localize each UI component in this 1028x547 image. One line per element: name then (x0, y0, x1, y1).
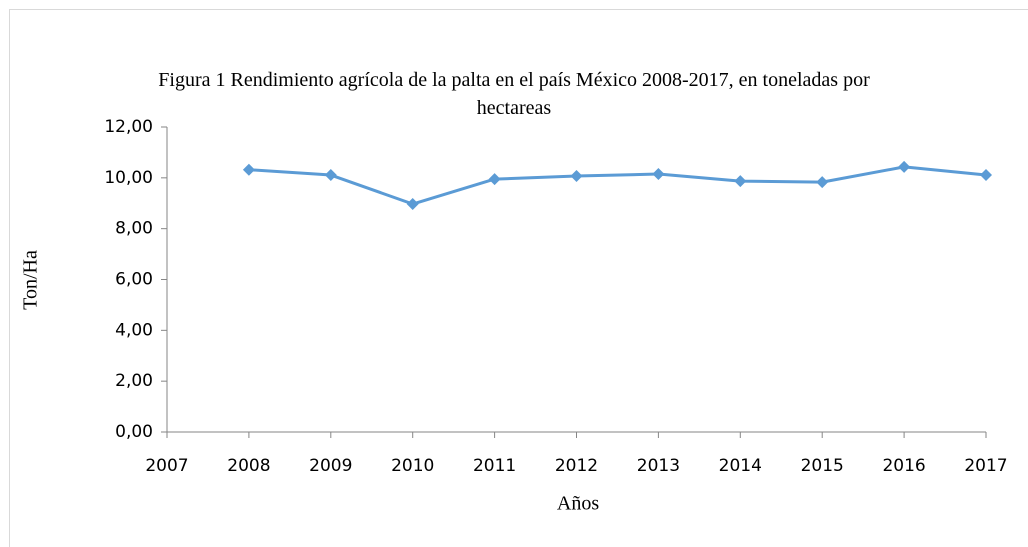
x-tick-label: 2015 (801, 456, 844, 476)
marker (734, 175, 747, 188)
y-tick-label: 10,00 (104, 168, 153, 188)
marker (816, 176, 829, 189)
x-tick-label: 2016 (882, 456, 925, 476)
y-tick-label: 12,00 (104, 117, 153, 137)
marker (242, 163, 255, 176)
y-tick-label: 8,00 (115, 219, 153, 239)
y-tick-label: 4,00 (115, 320, 153, 340)
y-tick-label: 6,00 (115, 270, 153, 290)
chart-frame (9, 9, 1028, 547)
x-tick-label: 2012 (555, 456, 598, 476)
x-tick-label: 2017 (964, 456, 1007, 476)
x-tick-label: 2011 (473, 456, 516, 476)
marker (570, 170, 583, 183)
marker (980, 169, 992, 182)
y-tick-label: 2,00 (115, 371, 153, 391)
y-tick-label: 0,00 (115, 422, 153, 442)
chart-title: Figura 1 Rendimiento agrícola de la palt… (158, 69, 870, 119)
marker (406, 198, 419, 211)
marker (652, 168, 665, 181)
x-tick-label: 2010 (391, 456, 434, 476)
x-tick-label: 2014 (719, 456, 762, 476)
x-tick-label: 2009 (309, 456, 352, 476)
x-tick-label: 2008 (227, 456, 270, 476)
y-axis-label: Ton/Ha (20, 250, 42, 310)
x-tick-label: 2007 (145, 456, 188, 476)
x-axis-label: Años (557, 493, 599, 515)
marker (324, 169, 337, 182)
marker (898, 160, 911, 173)
series-line (248, 165, 987, 206)
marker (488, 173, 501, 186)
x-tick-label: 2013 (637, 456, 680, 476)
